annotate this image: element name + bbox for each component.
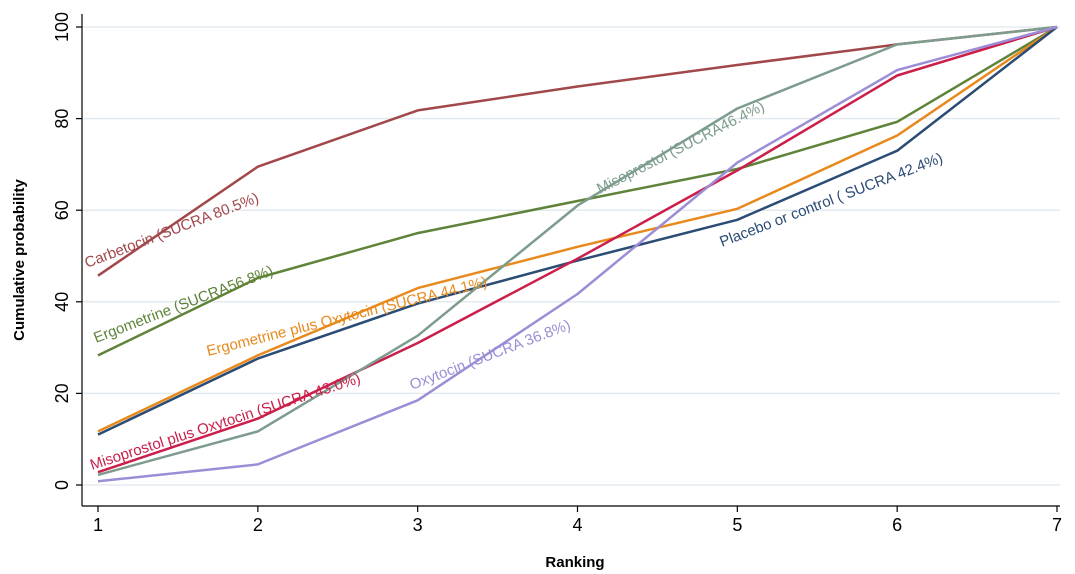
- x-tick-label: 6: [892, 515, 902, 535]
- series-line-1: [97, 25, 1058, 357]
- series-label-0: Carbetocin (SUCRA 80.5%): [82, 190, 261, 272]
- series-label-6: Oxytocin (SUCRA 36.8%): [407, 317, 573, 394]
- x-tick-label: 4: [572, 515, 582, 535]
- series-line-3: [97, 26, 1058, 436]
- x-tick-label: 1: [93, 515, 103, 535]
- y-tick-label: 80: [52, 109, 72, 129]
- y-tick-label: 20: [52, 383, 72, 403]
- series-line-4: [97, 25, 1058, 474]
- series-line-5: [97, 25, 1058, 477]
- series-labels: Carbetocin (SUCRA 80.5%)Ergometrine (SUC…: [82, 98, 945, 474]
- series-line-6: [97, 25, 1058, 483]
- series-label-5: Misoprostol (SUCRA46.4%): [594, 98, 767, 198]
- y-tick-label: 100: [52, 12, 72, 42]
- x-tick-label: 2: [253, 515, 263, 535]
- y-tick-label: 60: [52, 200, 72, 220]
- y-tick-label: 0: [52, 480, 72, 490]
- series-line-0: [97, 25, 1058, 277]
- x-axis-title: Ranking: [545, 554, 604, 571]
- axes: 0 20 40 60 80 100 1 2 3 4 5 6 7: [52, 12, 1062, 535]
- x-tick-label: 3: [413, 515, 423, 535]
- series-label-4: Misoprostol plus Oxytocin (SUCRA 43.0%): [88, 370, 363, 474]
- y-axis-title: Cumulative probability: [11, 179, 28, 341]
- series-line-2: [97, 25, 1058, 433]
- series-lines: [97, 25, 1058, 483]
- x-tick-label: 5: [732, 515, 742, 535]
- gridlines: [82, 26, 1060, 486]
- x-tick-label: 7: [1052, 515, 1062, 535]
- y-tick-label: 40: [52, 292, 72, 312]
